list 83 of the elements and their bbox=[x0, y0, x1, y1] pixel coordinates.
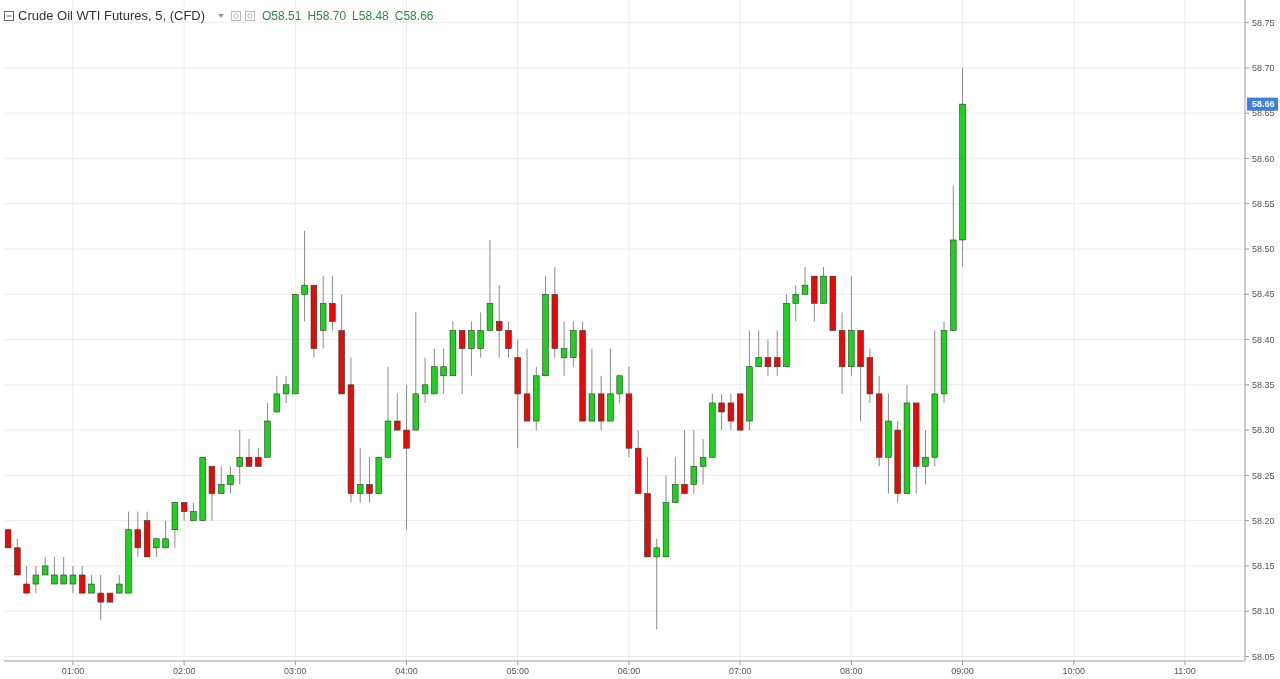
y-tick-label: 58.70 bbox=[1252, 63, 1275, 74]
candlestick bbox=[560, 320, 568, 377]
candlestick bbox=[421, 357, 429, 404]
candlestick bbox=[282, 375, 290, 404]
candlestick bbox=[97, 574, 104, 621]
candlestick bbox=[440, 348, 447, 395]
candlestick bbox=[922, 429, 929, 485]
candlestick bbox=[134, 511, 141, 558]
x-tick-label: 05:00 bbox=[506, 666, 530, 676]
x-tick-label: 11:00 bbox=[1174, 666, 1196, 676]
candlestick bbox=[79, 565, 86, 594]
candlestick bbox=[394, 393, 401, 431]
candlestick bbox=[41, 556, 49, 576]
y-tick-label: 58.10 bbox=[1252, 606, 1275, 617]
text: Crude Oil WTI Futures, 5, (CFD) bbox=[18, 8, 206, 23]
annotation: L58.48 bbox=[352, 9, 390, 23]
x-tick-label: 04:00 bbox=[395, 666, 418, 676]
candlestick bbox=[329, 275, 336, 331]
x-tick-label: 07:00 bbox=[728, 666, 752, 676]
candlestick bbox=[774, 330, 781, 377]
candlestick bbox=[357, 447, 364, 504]
candlestick bbox=[4, 529, 12, 549]
annotation: O58.51 bbox=[262, 9, 302, 23]
candlestick bbox=[801, 266, 809, 295]
candlestick bbox=[403, 384, 410, 531]
candlestick bbox=[458, 330, 466, 395]
candlestick bbox=[477, 311, 484, 359]
y-tick-label: 58.35 bbox=[1252, 379, 1275, 390]
candlestick bbox=[496, 284, 503, 359]
x-tick-label: 02:00 bbox=[172, 666, 196, 676]
candlestick bbox=[180, 502, 188, 522]
y-tick-label: 58.15 bbox=[1252, 561, 1275, 572]
candlestick bbox=[718, 393, 725, 431]
candlestick bbox=[190, 502, 197, 522]
annotation: 58.66 bbox=[1252, 99, 1275, 110]
candlestick bbox=[681, 429, 688, 494]
candlestick bbox=[245, 438, 253, 467]
annotation: H58.70 bbox=[307, 9, 347, 23]
candlestick bbox=[227, 465, 234, 494]
candlestick bbox=[755, 330, 762, 368]
y-tick-label: 58.05 bbox=[1252, 651, 1275, 662]
candlestick bbox=[162, 520, 169, 549]
candlestick bbox=[116, 574, 123, 594]
y-tick-label: 58.20 bbox=[1252, 515, 1275, 526]
x-tick-label: 01:00 bbox=[61, 666, 85, 676]
candlestick bbox=[60, 556, 67, 585]
y-tick-label: 58.40 bbox=[1252, 334, 1275, 345]
candlestick bbox=[218, 465, 225, 494]
candlestick bbox=[88, 574, 95, 594]
candlestick bbox=[301, 230, 308, 322]
x-tick-label: 06:00 bbox=[617, 666, 641, 676]
x-tick-label: 09:00 bbox=[951, 666, 974, 676]
annotation: C58.66 bbox=[394, 9, 434, 23]
y-tick-label: 58.45 bbox=[1252, 289, 1275, 300]
candlestick bbox=[273, 375, 280, 413]
candlestick bbox=[505, 320, 512, 359]
y-tick-label: 58.75 bbox=[1252, 17, 1275, 28]
y-tick-label: 58.50 bbox=[1252, 244, 1275, 255]
candlestick bbox=[653, 538, 660, 630]
x-tick-label: 08:00 bbox=[840, 666, 863, 676]
candlestick bbox=[468, 320, 475, 377]
candlestick bbox=[672, 456, 679, 504]
candlestick bbox=[699, 438, 707, 485]
candlestick bbox=[764, 339, 772, 377]
candlestick bbox=[690, 429, 697, 494]
y-tick-label: 58.25 bbox=[1252, 470, 1275, 481]
candlestick bbox=[366, 456, 373, 504]
candlestick bbox=[236, 429, 243, 485]
y-tick-label: 58.65 bbox=[1252, 108, 1275, 119]
candlestick bbox=[51, 556, 58, 585]
candlestick bbox=[153, 538, 160, 558]
candlestick bbox=[69, 565, 77, 594]
x-tick-label: 03:00 bbox=[284, 666, 307, 676]
x-tick-label: 10:00 bbox=[1062, 666, 1086, 676]
candlestick bbox=[255, 447, 262, 467]
candlestick bbox=[792, 284, 799, 322]
candlestick bbox=[727, 393, 735, 431]
candlestick bbox=[23, 565, 30, 594]
y-tick-label: 58.60 bbox=[1252, 153, 1275, 164]
y-tick-label: 58.30 bbox=[1252, 425, 1275, 436]
candlestick bbox=[616, 375, 623, 404]
y-tick-label: 58.55 bbox=[1252, 198, 1275, 209]
candlestick bbox=[32, 565, 40, 594]
